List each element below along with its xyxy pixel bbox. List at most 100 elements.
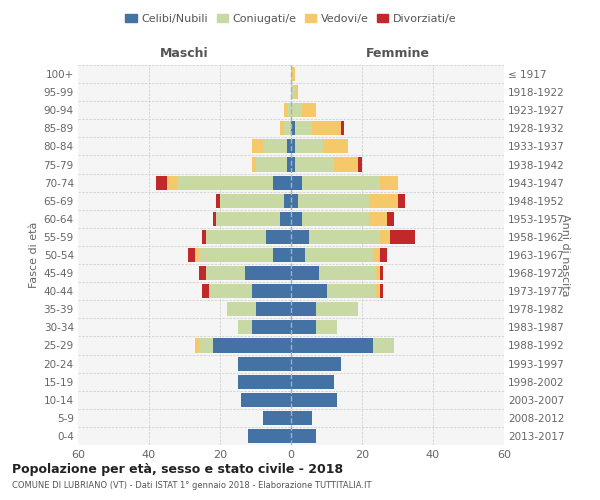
Bar (319, 266, 376, 280)
Bar (291, 194, 298, 208)
Bar (291, 122, 295, 136)
Bar (238, 356, 291, 370)
Bar (291, 158, 295, 172)
Bar (291, 212, 302, 226)
Bar (273, 176, 291, 190)
Bar (398, 194, 404, 208)
Bar (380, 248, 387, 262)
Bar (213, 338, 291, 352)
Bar (380, 230, 391, 244)
Bar (256, 158, 287, 172)
Bar (373, 248, 380, 262)
Bar (369, 212, 387, 226)
Bar (295, 85, 298, 99)
Bar (380, 284, 383, 298)
Bar (302, 103, 316, 118)
Bar (305, 248, 373, 262)
Y-axis label: Anni di nascita: Anni di nascita (560, 214, 571, 296)
Bar (199, 338, 213, 352)
Bar (284, 122, 291, 136)
Bar (313, 122, 341, 136)
Bar (369, 194, 398, 208)
Bar (291, 230, 309, 244)
Bar (202, 284, 209, 298)
Bar (280, 122, 284, 136)
Bar (263, 140, 287, 153)
Bar (206, 230, 266, 244)
Bar (291, 284, 326, 298)
Bar (252, 158, 256, 172)
Bar (167, 176, 178, 190)
Bar (238, 320, 252, 334)
Bar (376, 284, 380, 298)
Bar (380, 266, 383, 280)
Bar (323, 140, 348, 153)
Bar (227, 302, 256, 316)
Bar (291, 411, 313, 425)
Bar (316, 302, 358, 316)
Bar (202, 230, 206, 244)
Bar (241, 392, 291, 407)
Bar (376, 266, 380, 280)
Bar (316, 320, 337, 334)
Bar (373, 338, 394, 352)
Bar (199, 266, 206, 280)
Bar (245, 266, 291, 280)
Bar (291, 266, 319, 280)
Bar (273, 248, 291, 262)
Bar (291, 176, 302, 190)
Bar (266, 230, 291, 244)
Text: COMUNE DI LUBRIANO (VT) - Dati ISTAT 1° gennaio 2018 - Elaborazione TUTTITALIA.I: COMUNE DI LUBRIANO (VT) - Dati ISTAT 1° … (12, 481, 371, 490)
Bar (391, 230, 415, 244)
Bar (284, 103, 287, 118)
Bar (291, 103, 302, 118)
Bar (199, 248, 273, 262)
Bar (291, 248, 305, 262)
Bar (252, 140, 263, 153)
Bar (217, 212, 280, 226)
Bar (291, 338, 373, 352)
Bar (291, 140, 295, 153)
Bar (238, 374, 291, 388)
Bar (287, 158, 291, 172)
Bar (280, 212, 291, 226)
Text: Femmine: Femmine (365, 46, 430, 60)
Bar (195, 338, 199, 352)
Bar (298, 194, 369, 208)
Bar (295, 122, 313, 136)
Bar (209, 284, 252, 298)
Bar (291, 374, 334, 388)
Bar (291, 67, 295, 81)
Bar (287, 103, 291, 118)
Bar (213, 212, 217, 226)
Bar (387, 212, 394, 226)
Bar (341, 122, 344, 136)
Bar (217, 194, 220, 208)
Bar (256, 302, 291, 316)
Bar (248, 429, 291, 443)
Bar (156, 176, 167, 190)
Bar (291, 85, 295, 99)
Text: Maschi: Maschi (160, 46, 209, 60)
Bar (334, 158, 358, 172)
Bar (302, 212, 369, 226)
Bar (291, 392, 337, 407)
Bar (302, 176, 380, 190)
Bar (295, 140, 323, 153)
Bar (291, 429, 316, 443)
Bar (178, 176, 273, 190)
Bar (195, 248, 199, 262)
Bar (188, 248, 195, 262)
Bar (284, 194, 291, 208)
Bar (358, 158, 362, 172)
Bar (326, 284, 376, 298)
Bar (287, 140, 291, 153)
Bar (252, 320, 291, 334)
Bar (252, 284, 291, 298)
Bar (295, 158, 334, 172)
Bar (291, 320, 316, 334)
Bar (309, 230, 380, 244)
Legend: Celibi/Nubili, Coniugati/e, Vedovi/e, Divorziati/e: Celibi/Nubili, Coniugati/e, Vedovi/e, Di… (121, 10, 461, 29)
Bar (206, 266, 245, 280)
Bar (380, 176, 398, 190)
